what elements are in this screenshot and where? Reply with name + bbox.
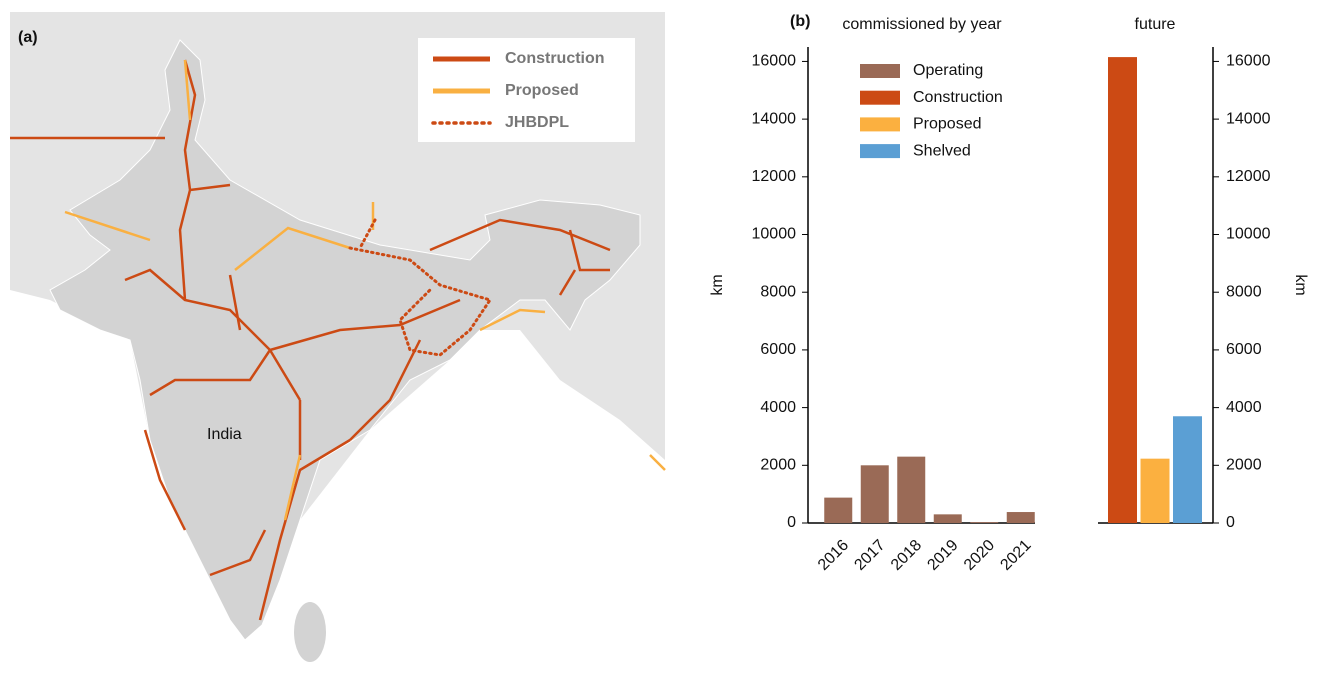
- bar: [1108, 57, 1137, 523]
- map-legend-entries: Construction Proposed JHBDPL: [431, 50, 605, 131]
- x-tick-label: 2020: [961, 537, 998, 574]
- x-tick-label: 2016: [815, 537, 852, 574]
- y-tick-label: 6000: [760, 341, 796, 358]
- y-tick-label: 0: [1226, 514, 1235, 531]
- bar: [1140, 458, 1170, 523]
- pipeline: [64, 59, 666, 521]
- bar: [860, 465, 889, 523]
- legend-label: Operating: [913, 62, 983, 79]
- legend-swatch: [860, 117, 900, 132]
- x-tick-label: 2017: [851, 537, 888, 574]
- y-tick-label: 12000: [1226, 168, 1271, 185]
- legend-swatch: [860, 90, 900, 105]
- y-tick-label: 8000: [760, 283, 796, 300]
- panel-label: (b): [790, 13, 810, 30]
- bar: [933, 514, 962, 523]
- y-tick-label: 16000: [1226, 53, 1271, 70]
- x-tick-label: 2018: [888, 537, 925, 574]
- legend-label: Proposed: [505, 82, 579, 99]
- legend-label: JHBDPL: [505, 114, 569, 131]
- legend-label: Shelved: [913, 142, 971, 159]
- bar: [970, 522, 999, 523]
- x-tick-label: 2019: [924, 537, 961, 574]
- bar: [1173, 416, 1202, 523]
- y-tick-label: 4000: [1226, 399, 1262, 416]
- y-tick-label: 12000: [752, 168, 797, 185]
- x-tick-label: 2021: [997, 537, 1034, 574]
- pipeline: [348, 218, 493, 357]
- y-tick-label: 16000: [752, 53, 797, 70]
- y-tick-label: 8000: [1226, 283, 1262, 300]
- charts: 0 2000 4000 6000 8000 10000 12000 14000 16000 km (…: [709, 13, 1309, 574]
- legend-label: Construction: [913, 89, 1003, 106]
- y-axis-label: km: [709, 274, 726, 295]
- pipeline: [10, 59, 611, 621]
- y-axis-label: km: [1292, 274, 1309, 295]
- panel-label: (a): [18, 29, 38, 46]
- y-tick-label: 4000: [760, 399, 796, 416]
- y-tick-label: 2000: [1226, 457, 1262, 474]
- y-tick-label: 2000: [760, 457, 796, 474]
- y-tick-label: 14000: [752, 110, 797, 127]
- chart-title: commissioned by year: [842, 16, 1002, 33]
- legend-swatch: [860, 64, 900, 78]
- legend-label: Construction: [505, 50, 605, 67]
- bar: [824, 497, 853, 523]
- legend-label: Proposed: [913, 116, 982, 133]
- island: [294, 602, 326, 662]
- legend-swatch: [860, 144, 900, 159]
- chart-title: future: [1135, 16, 1176, 33]
- sea: [10, 290, 665, 668]
- bar: [897, 456, 926, 523]
- map: Construction Proposed JHBDPL (a) India: [10, 12, 666, 668]
- bar: [1006, 512, 1035, 523]
- y-tick-label: 14000: [1226, 110, 1271, 127]
- place-label: India: [207, 426, 242, 443]
- y-tick-label: 0: [787, 514, 796, 531]
- y-tick-label: 10000: [752, 226, 797, 243]
- y-tick-label: 6000: [1226, 341, 1262, 358]
- y-tick-label: 10000: [1226, 226, 1271, 243]
